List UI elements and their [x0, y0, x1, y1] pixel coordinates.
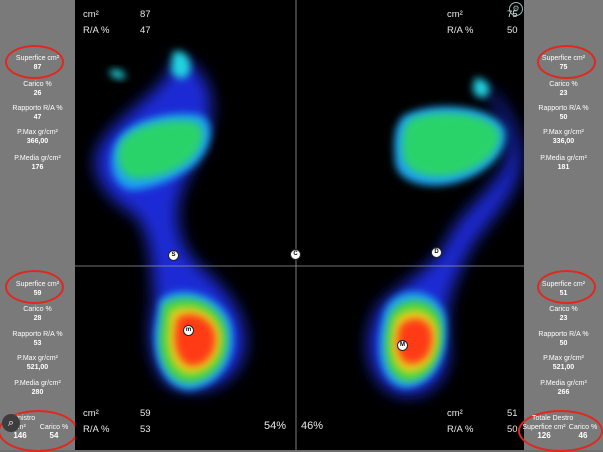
- right-load-percent: 46%: [301, 420, 324, 432]
- stat-value: 50: [559, 340, 568, 347]
- bottom-left-ra-unit: R/A %: [83, 424, 110, 435]
- right-heel-marker: M: [397, 340, 408, 351]
- right-forefoot-pmedia: P.Media gr/cm² 181: [524, 154, 603, 172]
- stat-value: 181: [557, 164, 570, 171]
- right-arch-marker: D: [431, 247, 442, 258]
- highlight-ring: [537, 270, 596, 304]
- left-heel-pmedia: P.Media gr/cm² 280: [0, 379, 75, 397]
- stat-value: 54: [49, 431, 59, 440]
- left-load-percent: 54%: [264, 420, 287, 432]
- bottom-right-ra-unit: R/A %: [447, 424, 474, 435]
- stat-value: 266: [557, 389, 570, 396]
- stat-label: P.Max gr/cm²: [543, 129, 584, 136]
- search-icon[interactable]: ⌕: [2, 414, 20, 432]
- center-marker: C: [290, 249, 301, 260]
- bottom-right-area-unit: cm²: [447, 408, 463, 419]
- left-heel-load: Carico % 28: [0, 305, 75, 323]
- stat-value: 23: [559, 315, 568, 322]
- stat-label: Carico %: [39, 424, 69, 431]
- bottom-right-area-value: 51: [507, 408, 518, 419]
- stat-value: 23: [559, 90, 568, 97]
- stat-value: 47: [33, 114, 42, 121]
- stat-value: 126: [537, 431, 551, 440]
- right-total-area: Superfice cm² 126: [522, 424, 566, 440]
- stat-label: Carico %: [23, 81, 52, 88]
- settings-icon[interactable]: ⚙: [509, 2, 523, 16]
- left-forefoot-load: Carico % 26: [0, 80, 75, 98]
- stat-label: P.Max gr/cm²: [543, 355, 584, 362]
- right-foot-heatmap: [368, 78, 521, 396]
- top-right-ra-unit: R/A %: [447, 25, 474, 36]
- stat-label: P.Max gr/cm²: [17, 129, 58, 136]
- left-foot-heatmap: [95, 51, 246, 391]
- stat-label: Rapporto R/A %: [538, 331, 589, 338]
- stat-value: 366,00: [26, 138, 49, 145]
- stat-label: Carico %: [549, 81, 578, 88]
- right-total-title: Totale Destro: [532, 415, 574, 422]
- right-total-load: Carico % 46: [566, 424, 600, 440]
- stat-value: 521,00: [552, 364, 575, 371]
- highlight-ring: [5, 270, 64, 304]
- stat-value: 521,00: [26, 364, 49, 371]
- stat-value: 146: [13, 431, 27, 440]
- left-heel-ra: Rapporto R/A % 53: [0, 330, 75, 348]
- left-total-load: Carico % 54: [36, 424, 72, 440]
- top-right-ra-value: 50: [507, 25, 518, 36]
- stat-value: 53: [33, 340, 42, 347]
- stat-label: P.Media gr/cm²: [14, 155, 61, 162]
- left-stats-panel: Superfice cm² 87 Carico % 26 Rapporto R/…: [0, 0, 78, 452]
- left-forefoot-pmedia: P.Media gr/cm² 176: [0, 154, 75, 172]
- highlight-ring: [5, 45, 64, 79]
- stat-value: 46: [578, 431, 588, 440]
- stat-value: 280: [31, 389, 44, 396]
- left-total-title: ...Sinistro: [6, 415, 36, 422]
- stat-value: 50: [559, 114, 568, 121]
- stat-label: P.Max gr/cm²: [17, 355, 58, 362]
- left-heel-pmax: P.Max gr/cm² 521,00: [0, 354, 75, 372]
- left-heel-marker: m: [183, 325, 194, 336]
- stat-value: 28: [33, 315, 42, 322]
- plantar-pressure-heatmap: [75, 0, 524, 450]
- left-forefoot-ra: Rapporto R/A % 47: [0, 104, 75, 122]
- right-stats-panel: Superfice cm² 75 Carico % 23 Rapporto R/…: [518, 0, 603, 452]
- stat-label: cm²: [14, 424, 26, 431]
- right-forefoot-ra: Rapporto R/A % 50: [524, 104, 603, 122]
- top-right-area-unit: cm²: [447, 9, 463, 20]
- highlight-ring: [537, 45, 596, 79]
- stat-label: Carico %: [23, 306, 52, 313]
- right-forefoot-pmax: P.Max gr/cm² 336,00: [524, 128, 603, 146]
- right-heel-load: Carico % 23: [524, 305, 603, 323]
- stat-label: P.Media gr/cm²: [540, 155, 587, 162]
- bottom-left-ra-value: 53: [140, 424, 151, 435]
- stat-label: Carico %: [549, 306, 578, 313]
- right-heel-pmedia: P.Media gr/cm² 266: [524, 379, 603, 397]
- left-arch-marker: S: [168, 250, 179, 261]
- stat-label: P.Media gr/cm²: [540, 380, 587, 387]
- right-forefoot-load: Carico % 23: [524, 80, 603, 98]
- stat-label: Rapporto R/A %: [12, 105, 63, 112]
- stat-label: P.Media gr/cm²: [14, 380, 61, 387]
- right-heel-ra: Rapporto R/A % 50: [524, 330, 603, 348]
- left-total-area: cm² 146: [4, 424, 36, 440]
- right-heel-pmax: P.Max gr/cm² 521,00: [524, 354, 603, 372]
- stat-value: 336,00: [552, 138, 575, 145]
- stat-label: Rapporto R/A %: [538, 105, 589, 112]
- stat-label: Carico %: [568, 424, 598, 431]
- left-forefoot-pmax: P.Max gr/cm² 366,00: [0, 128, 75, 146]
- bottom-left-area-unit: cm²: [83, 408, 99, 419]
- stat-value: 176: [31, 164, 44, 171]
- top-left-ra-unit: R/A %: [83, 25, 110, 36]
- top-left-area-unit: cm²: [83, 9, 99, 20]
- pressure-map: cm² 87 R/A % 47 cm² 75 R/A % 50 ⚙ cm² 59…: [75, 0, 524, 450]
- stat-label: Superfice cm²: [522, 424, 566, 431]
- top-left-area-value: 87: [140, 9, 151, 20]
- bottom-right-ra-value: 50: [507, 424, 518, 435]
- stat-value: 26: [33, 90, 42, 97]
- top-left-ra-value: 47: [140, 25, 151, 36]
- bottom-left-area-value: 59: [140, 408, 151, 419]
- stat-label: Rapporto R/A %: [12, 331, 63, 338]
